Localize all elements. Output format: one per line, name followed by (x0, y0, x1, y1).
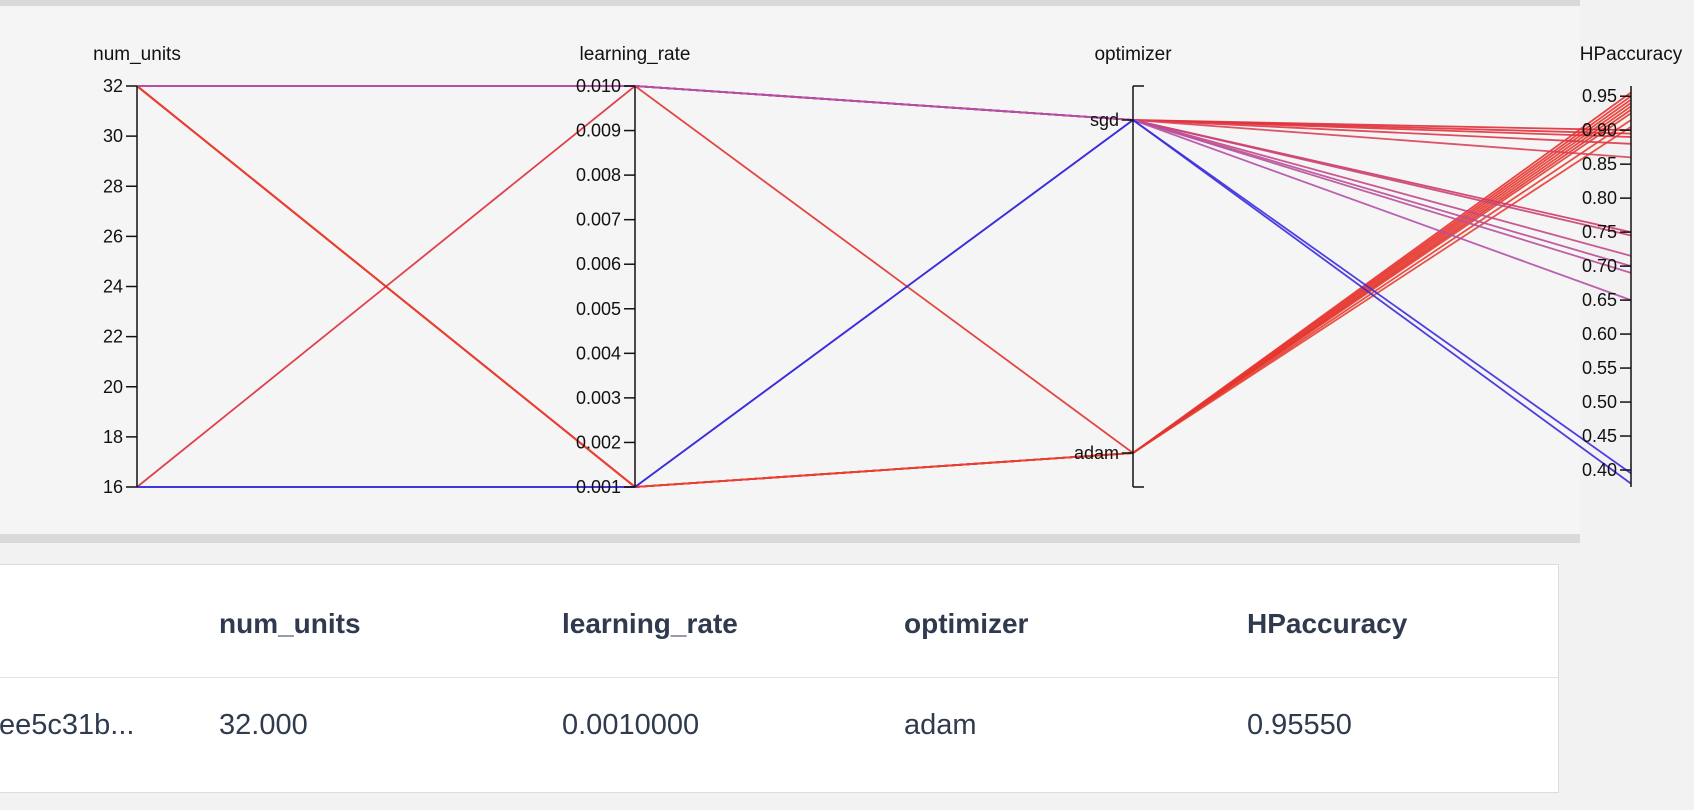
cell-optimizer: adam (904, 709, 977, 741)
header-num-units[interactable]: num_units (219, 608, 361, 639)
panel-divider[interactable] (0, 534, 1580, 543)
axis-HPaccuracy[interactable]: HPaccuracy 0.40 0.45 0.50 0.55 0.60 0.65 0.70 0.… (1580, 44, 1683, 487)
tick-label: 0.002 (576, 432, 621, 452)
run-line-19[interactable] (137, 85, 1632, 301)
run-line-13[interactable] (137, 85, 1632, 159)
run-line-5[interactable] (136, 85, 1632, 488)
axis-title[interactable]: HPaccuracy (1580, 44, 1683, 65)
tick-label: 28 (103, 176, 123, 196)
parallel-coordinates-panel: num_units 16 18 20 22 24 26 28 30 32 learning_rate… (0, 6, 1683, 536)
tick-label: 16 (103, 477, 123, 497)
axis-title[interactable]: learning_rate (580, 44, 691, 65)
tick-label: sgd (1090, 110, 1119, 130)
run-line-3[interactable] (136, 85, 1632, 488)
runs-table: num_units learning_rate optimizer HPaccu… (0, 564, 1559, 793)
tick-label: 0.70 (1582, 256, 1617, 276)
tick-label: adam (1074, 443, 1119, 463)
tick-label: 0.50 (1582, 392, 1617, 412)
run-line-18[interactable] (137, 85, 1632, 274)
run-line-1[interactable] (136, 85, 1632, 488)
axis-optimizer[interactable]: optimizer adam sgd (1074, 44, 1172, 488)
cell-learning-rate: 0.0010000 (562, 709, 700, 741)
tick-label: 0.40 (1582, 460, 1617, 480)
axis-num-units[interactable]: num_units 16 18 20 22 24 26 28 30 32 (93, 44, 181, 497)
tick-label: 0.45 (1582, 426, 1617, 446)
tick-label: 0.80 (1582, 188, 1617, 208)
run-line-14[interactable] (137, 85, 1632, 233)
tick-label: 0.60 (1582, 324, 1617, 344)
run-line-6[interactable] (136, 85, 1632, 488)
tick-label: 24 (103, 277, 123, 297)
tick-label: 0.003 (576, 388, 621, 408)
table-row[interactable]: ee5c31b... 32.000 0.0010000 adam 0.95550 (0, 678, 1558, 774)
run-line-12[interactable] (137, 85, 1632, 145)
run-line-16[interactable] (137, 85, 1632, 257)
header-learning-rate[interactable]: learning_rate (562, 608, 738, 639)
tick-label: 0.007 (576, 210, 621, 230)
run-lines (136, 85, 1632, 488)
run-line-4[interactable] (136, 85, 1632, 488)
tick-label: 0.004 (576, 343, 621, 363)
parallel-coordinates-chart[interactable]: num_units 16 18 20 22 24 26 28 30 32 learning_rate… (0, 6, 1694, 536)
tick-label: 0.005 (576, 299, 621, 319)
run-line-9[interactable] (136, 85, 1632, 488)
table-header-row: num_units learning_rate optimizer HPaccu… (0, 565, 1558, 678)
tick-label: 0.65 (1582, 290, 1617, 310)
run-line-11[interactable] (137, 85, 1632, 138)
run-line-21[interactable] (137, 118, 1632, 488)
tick-label: 22 (103, 327, 123, 347)
cell-run-id[interactable]: ee5c31b... (0, 709, 135, 741)
tick-label: 0.010 (576, 76, 621, 96)
run-line-15[interactable] (137, 85, 1632, 237)
tick-label: 0.009 (576, 121, 621, 141)
tick-label: 18 (103, 427, 123, 447)
tick-label: 0.95 (1582, 86, 1617, 106)
tick-label: 30 (103, 126, 123, 146)
tick-label: 0.001 (576, 477, 621, 497)
tick-label: 20 (103, 377, 123, 397)
tick-label: 0.55 (1582, 358, 1617, 378)
cell-num-units: 32.000 (219, 709, 308, 741)
tick-label: 0.006 (576, 254, 621, 274)
axis-learning-rate[interactable]: learning_rate 0.001 0.002 0.003 0.004 0.005 0.… (576, 44, 691, 497)
tick-label: 0.90 (1582, 120, 1617, 140)
header-optimizer[interactable]: optimizer (904, 608, 1029, 639)
tick-label: 0.85 (1582, 154, 1617, 174)
run-line-7[interactable] (136, 85, 1632, 488)
tick-label: 32 (103, 76, 123, 96)
header-hpaccuracy[interactable]: HPaccuracy (1247, 608, 1408, 639)
tick-label: 26 (103, 226, 123, 246)
run-line-17[interactable] (137, 85, 1632, 267)
tick-label: 0.75 (1582, 222, 1617, 242)
cell-hpaccuracy: 0.95550 (1247, 709, 1352, 741)
axis-title[interactable]: optimizer (1094, 44, 1172, 65)
tick-label: 0.008 (576, 165, 621, 185)
run-line-2[interactable] (136, 85, 1632, 488)
run-line-0[interactable] (136, 85, 1632, 488)
axis-title[interactable]: num_units (93, 44, 181, 65)
top-divider (0, 0, 1580, 6)
